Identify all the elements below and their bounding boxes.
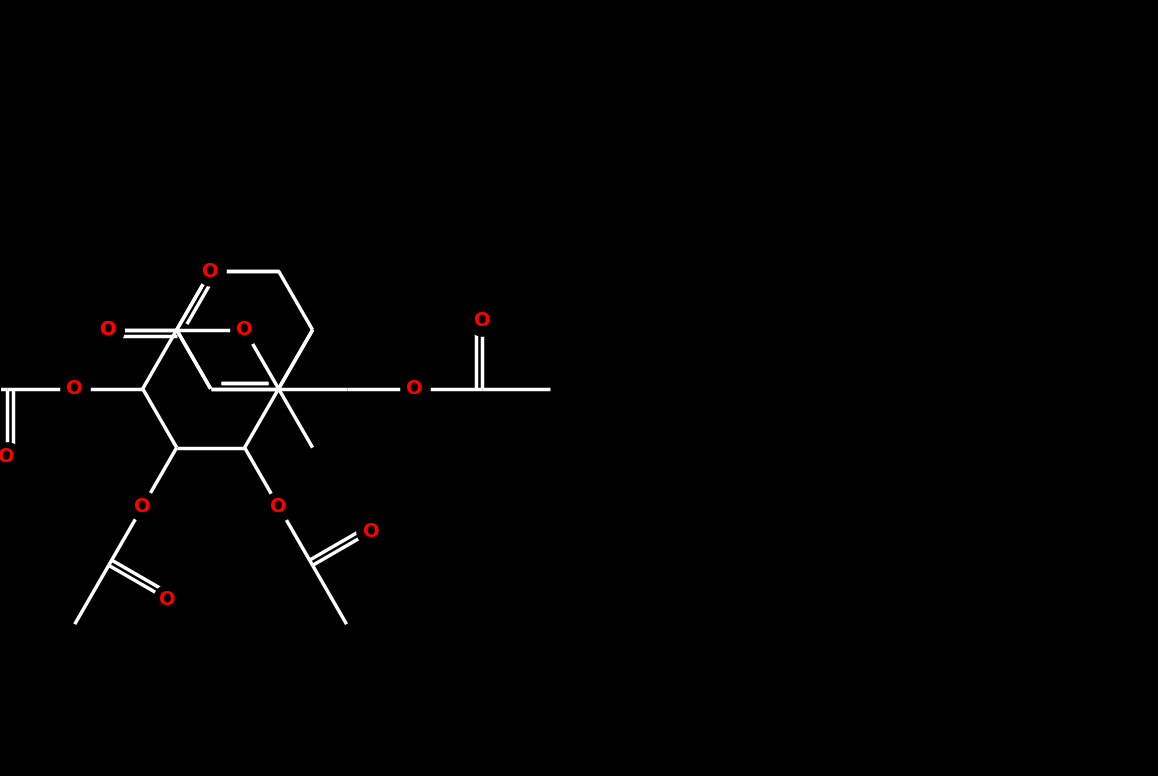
Text: O: O — [236, 320, 252, 339]
Text: O: O — [203, 262, 219, 281]
Text: O: O — [474, 311, 491, 331]
Text: O: O — [134, 497, 151, 516]
Text: O: O — [406, 379, 423, 398]
Text: O: O — [364, 521, 380, 541]
Text: O: O — [101, 320, 117, 339]
Text: O: O — [101, 320, 117, 339]
Text: O: O — [66, 379, 83, 398]
Text: O: O — [270, 497, 287, 516]
Text: O: O — [0, 447, 15, 466]
Text: O: O — [160, 590, 176, 609]
